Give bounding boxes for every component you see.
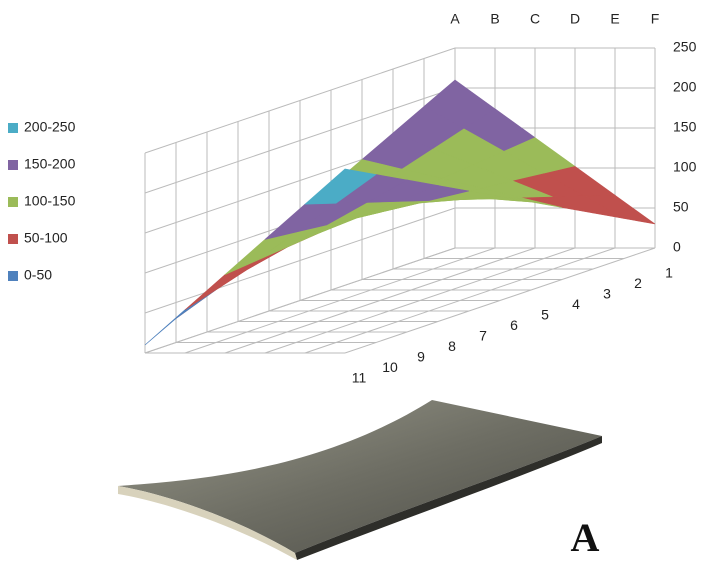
category-label: 9 <box>417 349 425 365</box>
floor-grid-line <box>344 247 656 354</box>
legend-label: 150-200 <box>24 156 76 172</box>
category-label: 6 <box>510 317 518 333</box>
series-label: C <box>530 11 540 27</box>
figure-label: A <box>571 515 600 560</box>
z-tick-label: 0 <box>673 239 681 255</box>
z-tick-label: 100 <box>673 159 697 175</box>
plate-left-edge <box>118 486 297 560</box>
legend-label: 0-50 <box>24 267 52 283</box>
surface-chart: 0 50 100 150 200 250 A B C D E F 1 2 3 4 5 6 7 8 9 10 11 200-25… <box>8 11 697 386</box>
legend-swatch <box>8 271 18 281</box>
floor-grid-line <box>144 247 456 354</box>
surface-patch <box>224 231 297 275</box>
series-label: F <box>651 11 660 27</box>
category-label: 5 <box>541 307 549 323</box>
z-tick-label: 150 <box>673 119 697 135</box>
plate-top <box>118 400 602 553</box>
legend-swatch <box>8 160 18 170</box>
surface-patch <box>144 289 217 346</box>
series-label: B <box>490 11 499 27</box>
category-label: 8 <box>448 338 456 354</box>
category-label: 3 <box>603 286 611 302</box>
category-label: 11 <box>352 370 367 386</box>
category-label: 7 <box>479 328 487 344</box>
z-tick-label: 250 <box>673 39 697 55</box>
z-tick-label: 50 <box>673 199 689 215</box>
category-label: 4 <box>572 296 580 312</box>
category-label: 1 <box>665 265 673 281</box>
surface-patch <box>304 168 377 205</box>
legend-label: 200-250 <box>24 119 76 135</box>
floor-grid-line <box>184 247 496 354</box>
category-label: 10 <box>382 359 398 375</box>
series-label: D <box>570 11 580 27</box>
floor-grid-line <box>224 247 536 354</box>
plate-front-edge <box>295 436 602 560</box>
legend-swatch <box>8 123 18 133</box>
legend-label: 50-100 <box>24 230 68 246</box>
z-tick-label: 200 <box>673 79 697 95</box>
legend-label: 100-150 <box>24 193 76 209</box>
series-label: A <box>450 11 460 27</box>
legend-swatch <box>8 197 18 207</box>
surface-patch <box>184 260 257 311</box>
legend-swatch <box>8 234 18 244</box>
floor-grid-line <box>304 247 616 354</box>
plate-render <box>118 400 602 560</box>
series-label: E <box>610 11 619 27</box>
floor-grid-line <box>264 247 576 354</box>
category-label: 2 <box>634 275 642 291</box>
